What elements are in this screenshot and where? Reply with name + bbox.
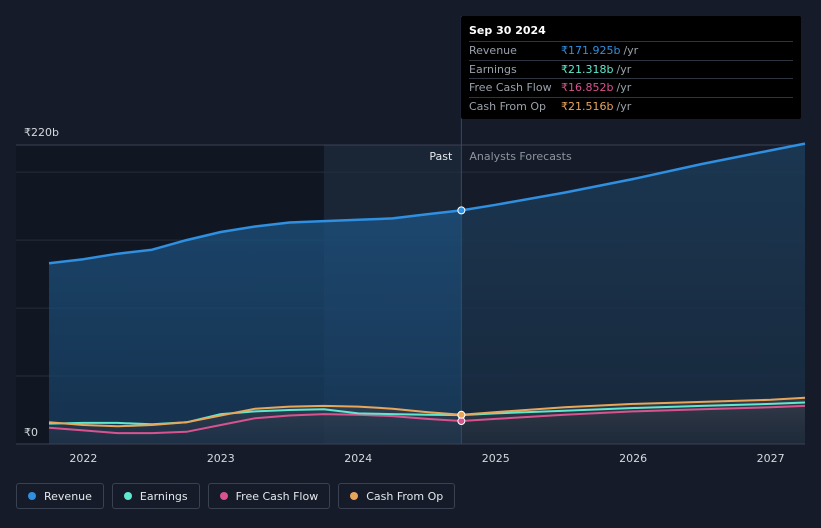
legend-item-cash-from-op[interactable]: Cash From Op [338, 483, 456, 509]
tooltip-value: ₹171.925b [561, 44, 621, 58]
legend-label: Earnings [139, 489, 188, 503]
series-line-cash-from-op [48, 396, 806, 428]
tooltip-unit: /yr [616, 81, 632, 95]
x-tick-label: 2025 [482, 452, 510, 465]
legend-label: Free Cash Flow [235, 489, 319, 503]
revenue-area-past [49, 210, 462, 444]
y-axis-top-label: ₹220b [24, 126, 59, 139]
tooltip-row-free-cash-flow: Free Cash Flow ₹16.852b /yr [469, 78, 793, 97]
tooltip-row-cash-from-op: Cash From Op ₹21.516b /yr [469, 96, 793, 116]
marker-revenue [457, 206, 466, 215]
legend-item-earnings[interactable]: Earnings [111, 483, 200, 509]
y-axis-bottom-label: ₹0 [24, 426, 38, 439]
tooltip-unit: /yr [616, 99, 632, 113]
x-tick-label: 2027 [757, 452, 785, 465]
tooltip-label: Free Cash Flow [469, 81, 552, 95]
tooltip: Sep 30 2024 Revenue ₹171.925b /yr Earnin… [461, 16, 801, 119]
tooltip-label: Earnings [469, 62, 517, 76]
tooltip-row-earnings: Earnings ₹21.318b /yr [469, 59, 793, 79]
x-tick-label: 2022 [69, 452, 97, 465]
tooltip-value: ₹21.516b [561, 99, 614, 113]
revenue-area-forecast [461, 143, 805, 444]
marker-cash-from-op [457, 410, 466, 419]
legend-dot-icon [123, 492, 132, 500]
tooltip-label: Cash From Op [469, 99, 547, 113]
series-line-free-cash-flow [48, 404, 806, 435]
x-tick-label: 2026 [619, 452, 647, 465]
legend-label: Cash From Op [366, 489, 444, 503]
tooltip-row-revenue: Revenue ₹171.925b /yr [469, 41, 793, 60]
tooltip-value: ₹21.318b [561, 62, 614, 76]
past-label: Past [429, 150, 453, 163]
tooltip-unit: /yr [616, 62, 632, 76]
x-tick-label: 2023 [207, 452, 235, 465]
legend-label: Revenue [44, 489, 92, 503]
series-line-revenue [48, 142, 806, 265]
tooltip-date: Sep 30 2024 [469, 24, 546, 37]
forecast-label: Analysts Forecasts [469, 150, 572, 163]
legend: Revenue Earnings Free Cash Flow Cash Fro… [16, 483, 456, 511]
legend-dot-icon [219, 492, 228, 500]
legend-item-revenue[interactable]: Revenue [16, 483, 104, 509]
tooltip-unit: /yr [623, 44, 639, 58]
tooltip-label: Revenue [469, 44, 517, 58]
x-tick-label: 2024 [344, 452, 372, 465]
legend-dot-icon [28, 492, 36, 500]
legend-dot-icon [350, 492, 359, 500]
tooltip-value: ₹16.852b [561, 81, 614, 95]
legend-item-free-cash-flow[interactable]: Free Cash Flow [207, 483, 331, 509]
